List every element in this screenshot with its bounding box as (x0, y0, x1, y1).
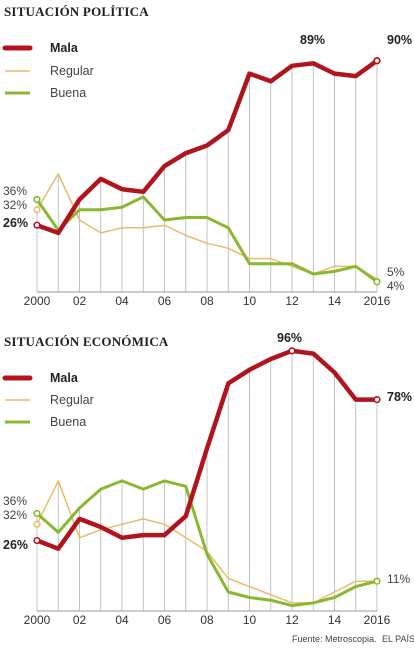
start-marker-buena (33, 195, 41, 204)
x-tick-label: 02 (73, 613, 87, 627)
legend-label-buena-2: Buena (50, 415, 86, 429)
series-line-regular (36, 173, 378, 280)
panel-title-economica: SITUACIÓN ECONÓMICA (4, 334, 169, 349)
x-tick-label: 02 (73, 294, 87, 308)
x-tick-label: 12 (285, 294, 299, 308)
x-tick-label: 2016 (364, 294, 391, 308)
legend-label-regular: Regular (50, 64, 94, 78)
peak-label-politica: 89% (300, 33, 325, 47)
source-note: Fuente: Metroscopia. (292, 634, 377, 644)
start-marker-regular (33, 520, 41, 528)
peak-label-economica: 96% (277, 331, 302, 345)
peak-marker-mala (288, 347, 296, 355)
start-label-mala: 26% (3, 216, 28, 230)
start-marker-regular (33, 206, 41, 214)
x-tick-labels-economica: 2000 02 04 06 08 10 12 14 2016 (24, 613, 391, 627)
start-label-regular: 32% (3, 198, 27, 212)
legend-politica: Mala Regular Buena (2, 41, 94, 100)
end-labels-economica: 78% 11% 96% (277, 331, 412, 586)
x-tick-label: 2016 (364, 613, 391, 627)
end-label-buena: 4% (387, 279, 405, 293)
legend-label-buena: Buena (50, 86, 86, 100)
x-tick-label: 14 (328, 294, 342, 308)
start-label-buena: 36% (3, 184, 27, 198)
x-tick-label: 10 (243, 294, 257, 308)
end-label-regular-2: 11% (387, 572, 410, 586)
series-politica (33, 57, 381, 286)
legend-economica: Mala Regular Buena (2, 371, 94, 429)
series-economica (33, 347, 381, 608)
x-tick-label: 14 (328, 613, 342, 627)
brand-label: EL PAÍS (382, 634, 414, 644)
x-tick-label: 12 (285, 613, 299, 627)
x-tick-label: 04 (115, 294, 129, 308)
legend-label-regular-2: Regular (50, 393, 94, 407)
end-marker-buena (373, 278, 381, 286)
panel-title-politica: SITUACIÓN POLÍTICA (4, 4, 149, 19)
series-line-mala (34, 348, 380, 551)
x-tick-label: 06 (158, 294, 172, 308)
grid-politica (36, 60, 378, 292)
end-marker-buena (373, 577, 381, 585)
x-tick-label: 08 (200, 613, 214, 627)
x-tick-label: 2000 (24, 294, 51, 308)
start-label-mala-2: 26% (3, 538, 28, 552)
end-label-mala-2: 78% (387, 390, 412, 404)
start-marker-mala (33, 536, 41, 545)
series-line-mala (34, 58, 380, 236)
start-labels-economica: 36% 32% 26% (3, 494, 28, 552)
legend-label-mala-2: Mala (50, 371, 79, 385)
peak-marker-mala (373, 57, 381, 65)
start-marker-buena (33, 509, 41, 518)
series-line-buena (35, 195, 379, 284)
start-label-buena-2: 36% (3, 494, 27, 508)
end-marker-mala (373, 396, 381, 404)
x-tick-label: 10 (243, 613, 257, 627)
end-label-mala: 90% (387, 33, 412, 47)
x-tick-label: 2000 (24, 613, 51, 627)
start-labels-politica: 36% 32% 26% (3, 184, 28, 230)
end-labels-politica: 90% 5% 4% 89% (300, 33, 412, 293)
start-label-regular-2: 32% (3, 508, 27, 522)
grid-economica (36, 350, 378, 611)
end-label-regular: 5% (387, 265, 405, 279)
start-marker-mala (33, 221, 41, 229)
x-tick-label: 06 (158, 613, 172, 627)
x-tick-label: 08 (200, 294, 214, 308)
x-tick-labels-politica: 2000 02 04 06 08 10 12 14 2016 (24, 294, 391, 308)
legend-label-mala: Mala (50, 41, 79, 55)
x-tick-label: 04 (115, 613, 129, 627)
series-line-buena (35, 479, 379, 608)
